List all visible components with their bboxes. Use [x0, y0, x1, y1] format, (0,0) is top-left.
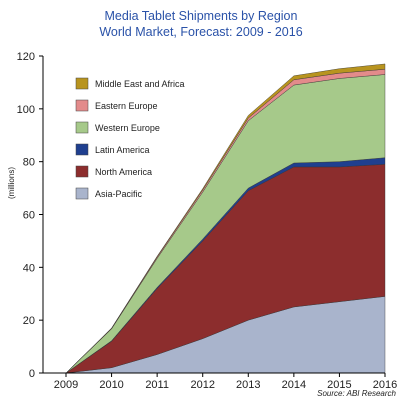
legend-label: Middle East and Africa	[95, 79, 185, 89]
legend-swatch	[75, 121, 89, 134]
legend-label: Latin America	[95, 145, 150, 155]
y-tick-label: 80	[23, 157, 35, 169]
legend-swatch	[75, 77, 89, 90]
x-tick-label: 2014	[282, 379, 306, 391]
x-ticks: 2009 2010 2011 2012 2013 2014 2015 2016	[54, 373, 397, 391]
legend-label: Eastern Europe	[95, 101, 158, 111]
chart-title: Media Tablet Shipments by Region	[105, 9, 298, 23]
y-axis-label: (millions)	[7, 167, 16, 199]
x-tick-label: 2013	[236, 379, 260, 391]
chart-subtitle: World Market, Forecast: 2009 - 2016	[99, 25, 302, 39]
legend-swatch	[75, 187, 89, 200]
x-tick-label: 2010	[99, 379, 123, 391]
y-ticks: 0 20 40 60 80 100 120	[17, 51, 43, 380]
source-note: Source: ABI Research	[317, 389, 396, 398]
x-tick-label: 2011	[145, 379, 169, 391]
legend-label: Asia-Pacific	[95, 189, 143, 199]
x-tick-label: 2015	[327, 379, 351, 391]
y-tick-label: 100	[17, 104, 35, 116]
y-tick-label: 40	[23, 262, 35, 274]
legend-swatch	[75, 99, 89, 112]
legend-label: Western Europe	[95, 123, 160, 133]
y-tick-label: 60	[23, 210, 35, 222]
x-tick-label: 2009	[54, 379, 78, 391]
area-middle-east-and-africa	[65, 63, 386, 374]
y-tick-label: 120	[17, 51, 35, 63]
x-tick-label: 2016	[373, 379, 397, 391]
x-tick-label: 2012	[190, 379, 214, 391]
y-tick-label: 20	[23, 315, 35, 327]
legend-label: North America	[95, 167, 152, 177]
legend: Middle East and Africa Eastern Europe West…	[75, 77, 185, 200]
y-tick-label: 0	[29, 368, 35, 380]
legend-swatch	[75, 143, 89, 156]
legend-swatch	[75, 165, 89, 178]
area-layers	[65, 63, 386, 374]
